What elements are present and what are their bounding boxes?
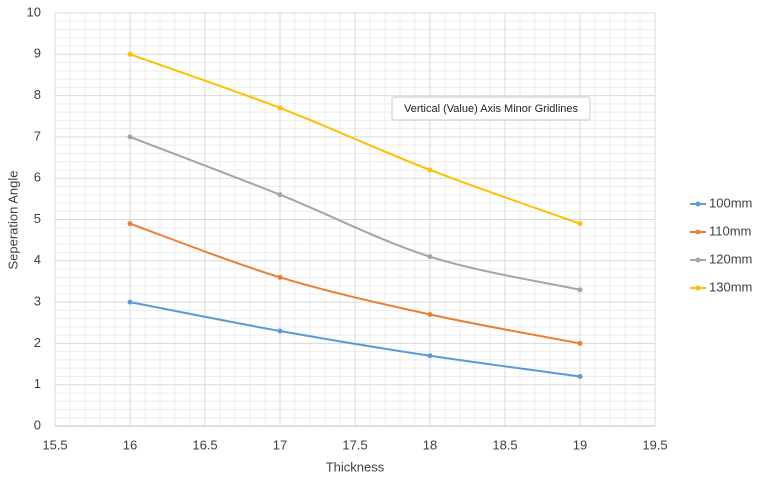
- y-tick-label: 10: [27, 4, 41, 19]
- legend-label: 130mm: [709, 279, 752, 294]
- data-point: [577, 221, 583, 227]
- y-tick-label: 2: [34, 335, 41, 350]
- x-tick-label: 19: [573, 437, 587, 452]
- tooltip: Vertical (Value) Axis Minor Gridlines: [391, 96, 591, 121]
- legend-marker: [695, 285, 701, 291]
- y-tick-label: 8: [34, 87, 41, 102]
- y-tick-label: 6: [34, 170, 41, 185]
- tooltip-text: Vertical (Value) Axis Minor Gridlines: [404, 103, 579, 115]
- legend-marker: [695, 229, 701, 235]
- data-point: [277, 274, 283, 280]
- data-point: [577, 287, 583, 293]
- data-point: [577, 340, 583, 346]
- legend-label: 110mm: [709, 223, 751, 238]
- x-tick-label: 18: [423, 437, 437, 452]
- data-point: [127, 299, 133, 305]
- y-tick-label: 9: [34, 46, 41, 61]
- data-point: [127, 221, 133, 227]
- series-line: [129, 135, 581, 291]
- y-axis-title: Seperation Angle: [5, 170, 20, 269]
- x-tick-label: 16: [123, 437, 137, 452]
- data-point: [427, 311, 433, 317]
- y-tick-label: 7: [34, 128, 41, 143]
- y-tick-label: 4: [34, 252, 41, 267]
- legend-label: 100mm: [709, 195, 752, 210]
- data-point: [427, 254, 433, 260]
- legend-marker: [695, 201, 701, 207]
- data-point: [127, 134, 133, 140]
- data-point: [577, 373, 583, 379]
- x-tick-label: 15.5: [42, 437, 67, 452]
- x-tick-label: 17: [273, 437, 287, 452]
- data-point: [277, 328, 283, 334]
- legend-label: 120mm: [709, 251, 752, 266]
- y-tick-label: 3: [34, 294, 41, 309]
- x-tick-label: 16.5: [192, 437, 217, 452]
- x-tick-label: 17.5: [342, 437, 367, 452]
- data-point: [127, 51, 133, 57]
- y-tick-label: 1: [34, 376, 41, 391]
- data-point: [277, 192, 283, 198]
- series-line: [129, 53, 581, 225]
- series-line: [129, 222, 581, 345]
- data-point: [427, 167, 433, 173]
- x-tick-label: 19.5: [642, 437, 667, 452]
- series-line: [129, 301, 581, 378]
- data-point: [427, 353, 433, 359]
- y-tick-label: 5: [34, 211, 41, 226]
- legend-marker: [695, 257, 701, 263]
- data-point: [277, 105, 283, 111]
- x-axis-title: Thickness: [326, 459, 385, 474]
- y-tick-label: 0: [34, 417, 41, 432]
- x-tick-label: 18.5: [492, 437, 517, 452]
- tooltip-box: [391, 96, 591, 121]
